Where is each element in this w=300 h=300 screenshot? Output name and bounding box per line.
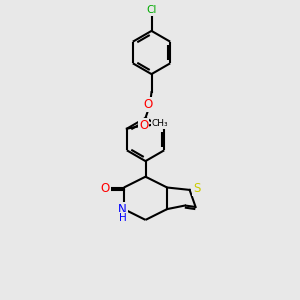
Text: Cl: Cl [146,5,157,15]
Text: CH₃: CH₃ [152,119,168,128]
Text: N: N [118,202,127,216]
Text: S: S [194,182,201,195]
Text: H: H [119,212,127,223]
Text: O: O [143,98,152,111]
Text: O: O [100,182,109,195]
Text: O: O [139,119,148,132]
